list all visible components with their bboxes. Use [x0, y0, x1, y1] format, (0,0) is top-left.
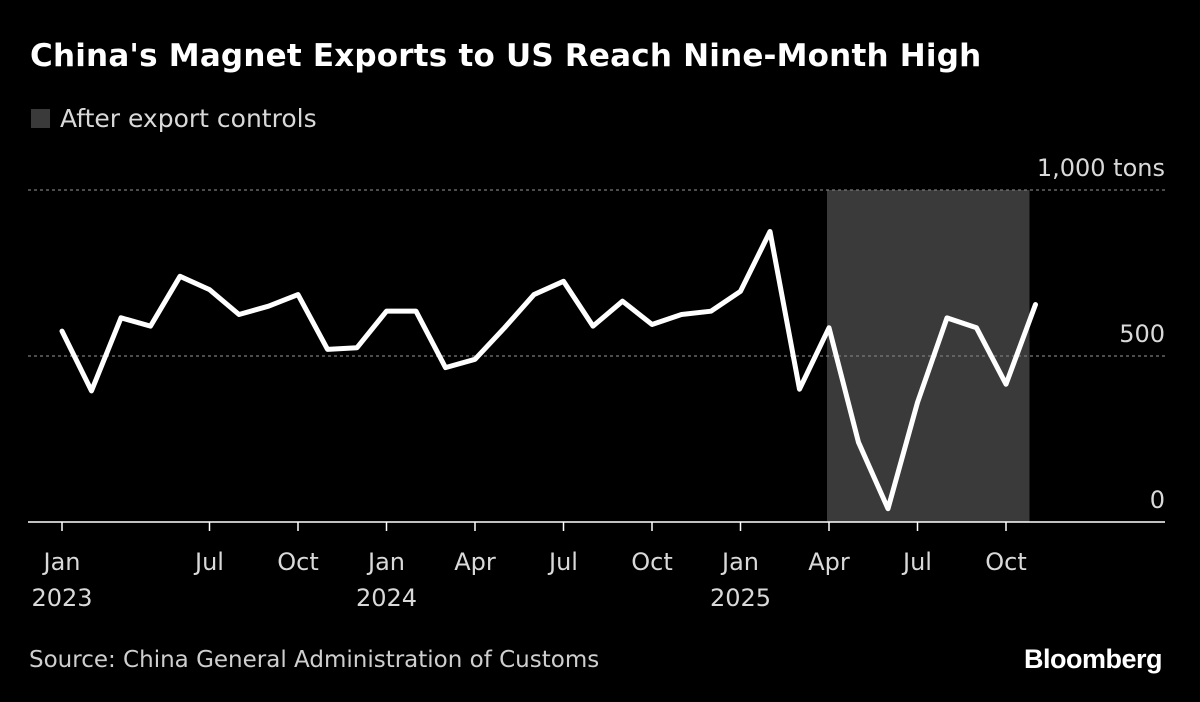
x-tick-label-17: Jul [547, 548, 578, 576]
y-tick-label-0: 0 [1150, 486, 1165, 514]
y-tick-label-1000: 1,000 tons [1037, 154, 1165, 182]
x-tick-label-32: Oct [985, 548, 1027, 576]
x-tick-label-29: Jul [901, 548, 932, 576]
x-tick-label-11: Jan [366, 548, 405, 576]
legend: After export controls [31, 104, 317, 133]
chart-title: China's Magnet Exports to US Reach Nine-… [30, 38, 982, 74]
x-tick-label-20: Oct [631, 548, 673, 576]
legend-swatch [31, 109, 50, 128]
x-tick-label-8: Oct [277, 548, 319, 576]
x-tick-label-26: Apr [808, 548, 850, 576]
x-tick-label-14: Apr [454, 548, 496, 576]
legend-label: After export controls [60, 104, 317, 133]
series-line-magnet-exports [59, 229, 1038, 512]
x-tick-label-0: Jan [42, 548, 81, 576]
source-note: Source: China General Administration of … [29, 647, 600, 673]
x-year-label-2025: 2025 [710, 584, 771, 612]
bloomberg-logo: Bloomberg [1023, 644, 1163, 674]
x-tick-label-5: Jul [193, 548, 224, 576]
x-year-label-2024: 2024 [356, 584, 417, 612]
y-tick-label-500: 500 [1119, 320, 1165, 348]
x-year-label-2023: 2023 [31, 584, 92, 612]
x-tick-label-23: Jan [720, 548, 759, 576]
